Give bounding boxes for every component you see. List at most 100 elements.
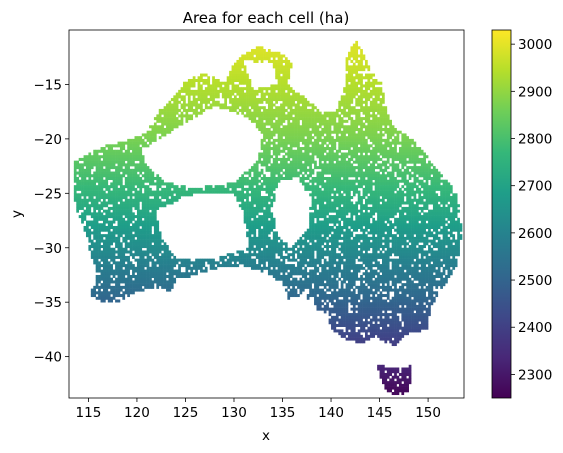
heatmap-cell — [187, 100, 191, 104]
heatmap-cell — [197, 76, 201, 80]
heatmap-cell — [338, 160, 342, 164]
heatmap-cell — [316, 155, 320, 159]
heatmap-cell — [275, 147, 278, 151]
heatmap-cell — [449, 225, 453, 229]
heatmap-cell — [238, 182, 242, 186]
heatmap-cell — [153, 228, 157, 232]
heatmap-cell — [192, 89, 196, 93]
heatmap-cell — [437, 196, 441, 200]
heatmap-cell — [270, 193, 274, 197]
heatmap-cell — [418, 152, 422, 156]
heatmap-cell — [88, 223, 92, 227]
heatmap-cell — [129, 236, 133, 240]
heatmap-cell — [459, 234, 463, 238]
heatmap-cell — [352, 62, 356, 66]
heatmap-cell — [190, 92, 194, 96]
heatmap-cell — [350, 125, 354, 129]
heatmap-cell — [452, 206, 456, 210]
heatmap-cell — [350, 106, 354, 110]
heatmap-cell — [282, 108, 286, 112]
heatmap-cell — [156, 220, 160, 224]
heatmap-cell — [377, 196, 380, 200]
heatmap-cell — [241, 182, 244, 186]
heatmap-cell — [166, 190, 169, 194]
heatmap-cell — [357, 68, 361, 72]
heatmap-cell — [258, 57, 261, 61]
heatmap-cell — [260, 138, 264, 142]
heatmap-cell — [136, 190, 140, 194]
heatmap-cell — [282, 176, 286, 180]
heatmap-cell — [350, 130, 354, 134]
heatmap-cell — [333, 166, 337, 170]
heatmap-cell — [372, 155, 376, 159]
heatmap-cell — [134, 204, 138, 208]
heatmap-cell — [365, 149, 368, 153]
heatmap-cell — [263, 204, 266, 208]
heatmap-cell — [195, 108, 198, 112]
heatmap-cell — [365, 190, 368, 194]
heatmap-cell — [102, 228, 106, 232]
heatmap-cell — [432, 223, 436, 227]
heatmap-cell — [139, 215, 143, 219]
heatmap-cell — [173, 122, 177, 126]
heatmap-cell — [348, 103, 351, 107]
heatmap-cell — [175, 119, 179, 123]
heatmap-cell — [190, 108, 194, 112]
heatmap-cell — [396, 201, 400, 205]
heatmap-cell — [146, 185, 150, 189]
heatmap-cell — [413, 190, 417, 194]
heatmap-cell — [369, 187, 373, 191]
heatmap-cell — [253, 217, 257, 221]
heatmap-cell — [246, 212, 249, 216]
heatmap-cell — [442, 179, 446, 183]
heatmap-cell — [396, 130, 400, 134]
heatmap-cell — [102, 149, 106, 153]
heatmap-cell — [127, 182, 130, 186]
heatmap-cell — [112, 234, 116, 238]
heatmap-cell — [437, 223, 441, 227]
heatmap-cell — [287, 84, 291, 88]
heatmap-cell — [323, 196, 327, 200]
heatmap-cell — [389, 196, 392, 200]
heatmap-cell — [304, 130, 308, 134]
heatmap-cell — [428, 223, 431, 227]
heatmap-cell — [360, 127, 363, 132]
heatmap-cell — [377, 190, 380, 194]
heatmap-cell — [374, 152, 378, 156]
heatmap-cell — [260, 223, 264, 227]
heatmap-cell — [168, 103, 172, 107]
heatmap-cell — [369, 100, 373, 104]
heatmap-cell — [301, 141, 305, 145]
heatmap-cell — [372, 176, 376, 180]
heatmap-cell — [197, 95, 201, 99]
heatmap-cell — [156, 231, 160, 235]
heatmap-cell — [321, 147, 325, 151]
heatmap-cell — [314, 163, 317, 167]
heatmap-cell — [365, 119, 368, 123]
heatmap-cell — [306, 138, 310, 142]
heatmap-cell — [115, 157, 118, 161]
heatmap-cell — [144, 133, 147, 137]
heatmap-cell — [236, 76, 240, 80]
heatmap-cell — [134, 152, 138, 156]
heatmap-cell — [360, 152, 363, 156]
heatmap-cell — [331, 122, 334, 126]
heatmap-cell — [112, 206, 116, 210]
heatmap-cell — [81, 171, 84, 175]
heatmap-cell — [124, 152, 128, 156]
heatmap-cell — [331, 119, 334, 123]
heatmap-cell — [379, 231, 383, 235]
heatmap-cell — [311, 215, 315, 219]
heatmap-cell — [316, 231, 320, 235]
heatmap-cell — [102, 174, 106, 178]
heatmap-cell — [263, 209, 266, 213]
heatmap-cell — [122, 174, 126, 178]
heatmap-cell — [430, 182, 434, 186]
heatmap-cell — [263, 220, 266, 224]
heatmap-cell — [365, 152, 368, 156]
heatmap-cell — [127, 198, 130, 202]
heatmap-cell — [207, 92, 211, 96]
heatmap-cell — [141, 160, 145, 164]
heatmap-cell — [326, 122, 329, 126]
